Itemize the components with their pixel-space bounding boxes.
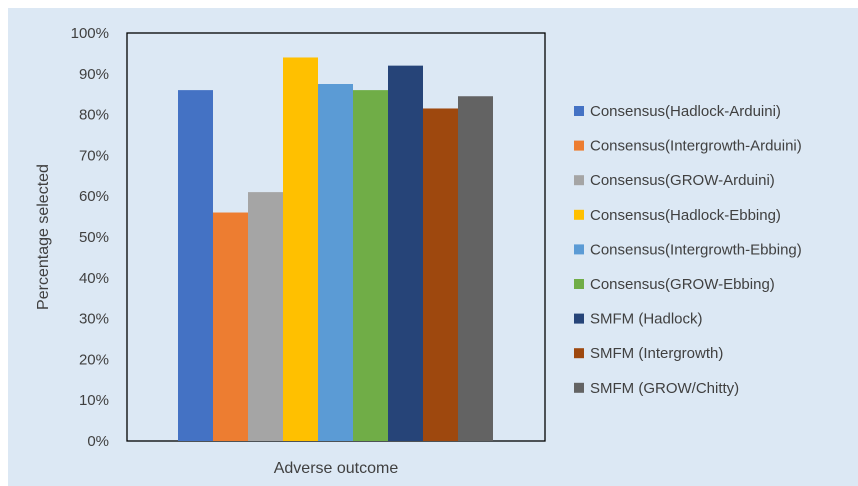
legend-label: SMFM (GROW/Chitty) — [590, 380, 739, 397]
bar-smfm-intergrowth — [423, 108, 458, 441]
y-tick-label: 60% — [79, 188, 109, 205]
legend-swatch — [574, 209, 584, 220]
y-axis-title: Percentage selected — [35, 164, 52, 310]
legend-swatch — [574, 106, 584, 116]
legend-label: Consensus(Hadlock-Arduini) — [590, 103, 781, 120]
y-tick-label: 40% — [79, 270, 109, 287]
y-tick-label: 30% — [79, 311, 109, 328]
y-tick-label: 50% — [79, 229, 109, 246]
bar-consensus-intergrowth-arduini — [213, 212, 248, 441]
legend-label: Consensus(Intergrowth-Ebbing) — [590, 241, 802, 258]
legend-label: Consensus(GROW-Ebbing) — [590, 276, 775, 293]
legend-label: SMFM (Intergrowth) — [590, 345, 723, 362]
legend: Consensus(Hadlock-Arduini) Consensus(Inte… — [574, 103, 802, 397]
legend-swatch — [574, 244, 584, 255]
bar-consensus-hadlock-ebbing — [283, 57, 318, 441]
legend-swatch — [574, 348, 584, 359]
y-tick-label: 70% — [79, 147, 109, 164]
legend-swatch — [574, 140, 584, 151]
legend-swatch — [574, 279, 584, 289]
bar-consensus-intergrowth-ebbing — [318, 84, 353, 441]
y-tick-label: 80% — [79, 107, 109, 124]
y-tick-label: 90% — [79, 66, 109, 83]
legend-label: Consensus(Intergrowth-Arduini) — [590, 138, 802, 155]
y-tick-label: 20% — [79, 351, 109, 368]
bar-smfm-hadlock — [388, 65, 423, 441]
bar-smfm-grow-chitty — [458, 96, 493, 442]
y-axis-ticks: 0% 10% 20% 30% 40% 50% 60% 70% 80% 90% 100% — [71, 25, 109, 450]
x-axis-title: Adverse outcome — [274, 460, 399, 477]
y-tick-label: 10% — [79, 392, 109, 409]
bar-consensus-grow-ebbing — [353, 90, 388, 442]
bar-chart: 0% 10% 20% 30% 40% 50% 60% 70% 80% 90% 100% Percen… — [35, 25, 802, 477]
chart-area: 0% 10% 20% 30% 40% 50% 60% 70% 80% 90% 100% Percen… — [8, 8, 858, 486]
legend-swatch — [574, 382, 584, 393]
bar-consensus-grow-arduini — [248, 192, 283, 441]
legend-label: SMFM (Hadlock) — [590, 311, 703, 328]
y-tick-label: 100% — [71, 25, 109, 42]
legend-swatch — [574, 313, 584, 324]
y-tick-label: 0% — [87, 433, 109, 450]
bar-consensus-hadlock-arduini — [178, 90, 213, 442]
legend-label: Consensus(Hadlock-Ebbing) — [590, 207, 781, 224]
bars — [178, 57, 493, 442]
legend-swatch — [574, 175, 584, 186]
legend-label: Consensus(GROW-Arduini) — [590, 172, 775, 189]
